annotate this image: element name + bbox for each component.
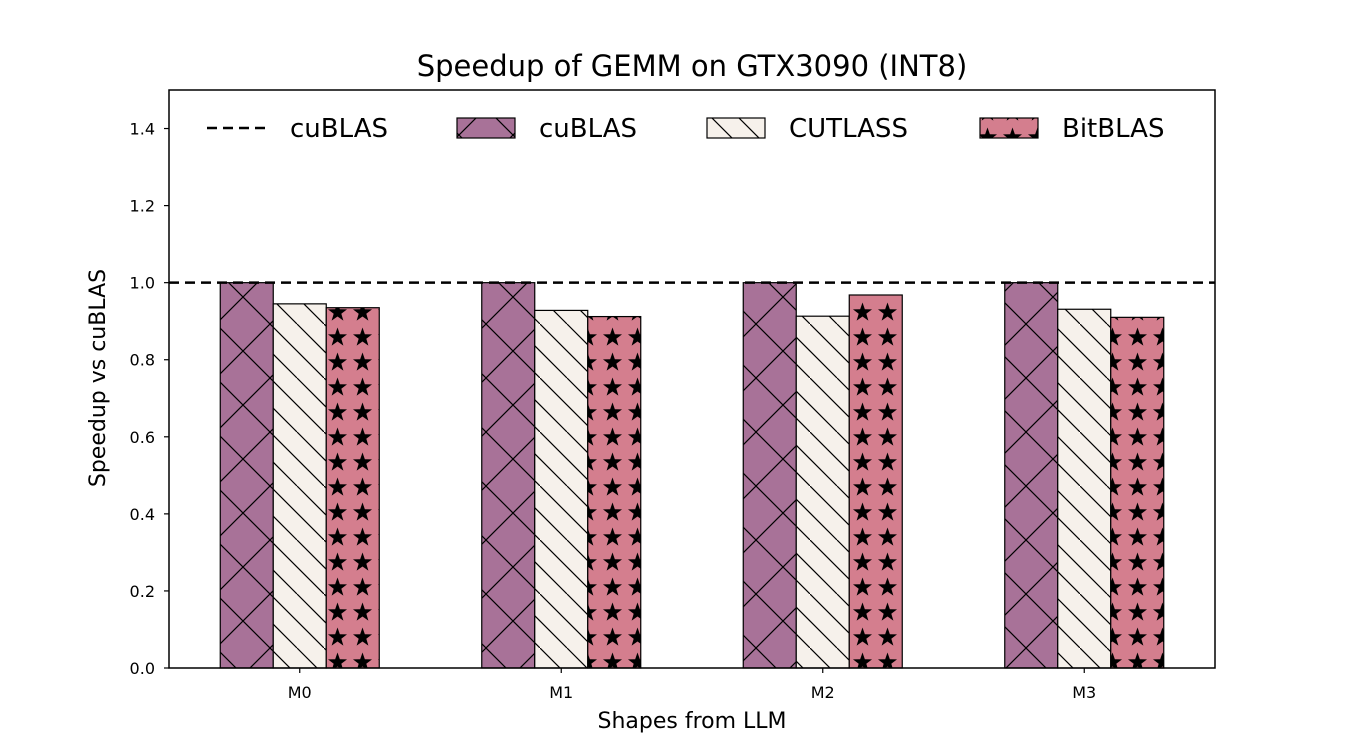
bar-cutlass-m1-pattern [534, 309, 589, 669]
legend-item-reference-line: cuBLAS [207, 114, 388, 144]
y-axis: 0.0 0.2 0.4 0.6 0.8 1.0 1.2 1.4 [130, 120, 169, 678]
y-tick-label: 0.6 [130, 428, 155, 447]
bar-bitblas-m2-pattern [848, 294, 903, 669]
plot-area [168, 89, 1216, 669]
x-tick-label-m1: M1 [549, 683, 573, 702]
bar-cublas-m3-pattern [1004, 282, 1059, 669]
bar-cutlass-m3 [1057, 308, 1112, 669]
bars-group [219, 282, 1165, 669]
bar-bitblas-m0-pattern [325, 307, 380, 669]
y-tick-label: 0.0 [130, 659, 155, 678]
bar-bitblas-m3 [1110, 316, 1165, 669]
y-tick-label: 1.2 [130, 197, 155, 216]
y-tick-label: 1.0 [130, 274, 155, 293]
legend-swatch-pattern [979, 117, 1039, 139]
legend-swatch-pattern [456, 117, 516, 139]
bar-bitblas-m3-pattern [1110, 316, 1165, 669]
y-tick-label: 1.4 [130, 120, 155, 139]
y-tick-label: 0.8 [130, 351, 155, 370]
bar-bitblas-m0 [325, 307, 380, 669]
bar-cutlass-m2-pattern [795, 315, 850, 669]
bar-cublas-m3 [1004, 282, 1059, 669]
x-tick-label-m0: M0 [288, 683, 312, 702]
x-axis-label: Shapes from LLM [597, 709, 786, 734]
x-tick-label-m2: M2 [811, 683, 835, 702]
legend-label-bitblas: BitBLAS [1062, 114, 1164, 144]
legend-label-cutlass: CUTLASS [789, 114, 908, 144]
bar-cutlass-m0 [272, 303, 327, 669]
bar-bitblas-m1-pattern [587, 315, 642, 669]
bar-bitblas-m1 [587, 315, 642, 669]
y-tick-label: 0.4 [130, 505, 155, 524]
bar-cublas-m2-pattern [742, 282, 797, 669]
x-axis: M0 M1 M2 M3 [288, 668, 1096, 702]
legend-label-cublas: cuBLAS [539, 114, 637, 144]
legend-item-cublas: cuBLAS [456, 114, 637, 144]
y-tick-label: 0.2 [130, 582, 155, 601]
bar-cutlass-m3-pattern [1057, 308, 1112, 669]
legend-swatch-pattern [706, 117, 766, 139]
bar-cublas-m2 [742, 282, 797, 669]
legend-item-bitblas: BitBLAS [979, 114, 1164, 144]
bar-cublas-m1 [481, 282, 536, 669]
chart-title: Speedup of GEMM on GTX3090 (INT8) [417, 49, 968, 83]
bar-cublas-m0 [219, 282, 274, 669]
bar-cutlass-m0-pattern [272, 303, 327, 669]
x-tick-label-m3: M3 [1072, 683, 1096, 702]
y-axis-label: Speedup vs cuBLAS [86, 269, 111, 487]
legend-item-cutlass: CUTLASS [706, 114, 908, 144]
legend-label-reference: cuBLAS [290, 114, 388, 144]
bar-cutlass-m2 [795, 315, 850, 669]
bar-bitblas-m2 [848, 294, 903, 669]
bar-cutlass-m1 [534, 309, 589, 669]
legend: cuBLAS cuBLAS CUTLASS BitBLAS [207, 114, 1164, 144]
bar-cublas-m0-pattern [219, 282, 274, 669]
bar-cublas-m1-pattern [481, 282, 536, 669]
